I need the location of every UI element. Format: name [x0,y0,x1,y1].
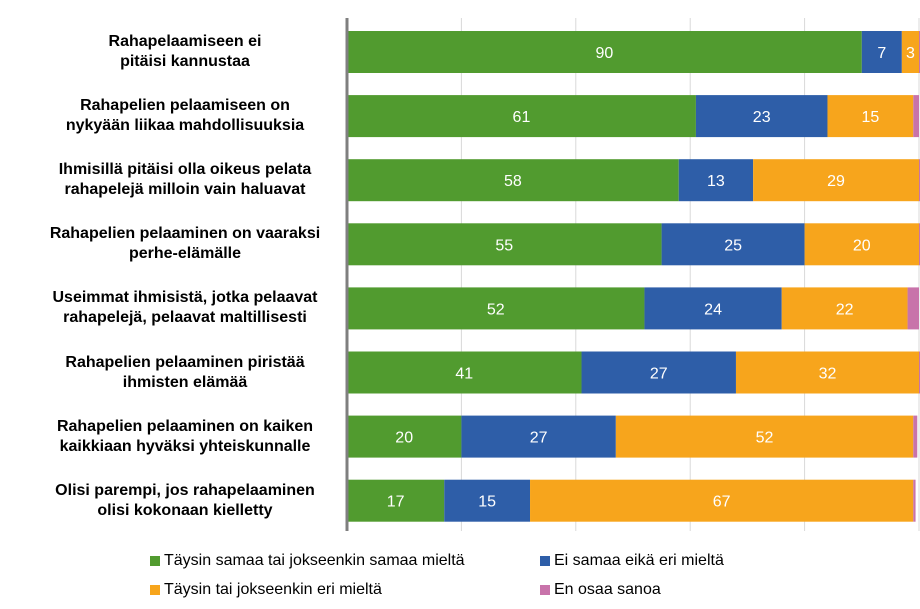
bar-segment-series-0 [347,479,445,522]
bar-segment-series-2 [615,415,914,458]
data-label: 67 [713,494,731,511]
bar-segment-series-2 [735,351,919,394]
category-label-line: Rahapelien pelaaminen on kaiken [56,417,314,435]
data-label: 55 [495,237,513,254]
category-label-line: Rahapelien pelaaminen on vaaraksi [49,225,321,243]
category-label: Useimmat ihmisistä, jotka pelaavat rahape… [20,288,350,328]
data-label: 7 [877,45,886,62]
data-label: 52 [487,301,505,318]
bar-segment-series-2 [530,479,914,522]
data-label: 22 [836,301,854,318]
bar-segment-series-2 [827,95,914,138]
category-label: Rahapelien pelaaminen piristää ihmisten e… [20,353,350,393]
category-label-line: Useimmat ihmisistä, jotka pelaavat [52,289,318,307]
category-label-line: perhe-elämälle [128,245,242,263]
bar-segment-series-0 [347,351,582,394]
data-label: 3 [906,45,915,62]
bar-segment-series-3 [913,95,919,138]
category-label: Rahapelien pelaaminen on vaaraksi perhe-e… [20,224,350,264]
bar-segment-series-0 [347,159,679,202]
category-label-line: Ihmisillä pitäisi olla oikeus pelata [58,161,312,179]
legend-label: En osaa sanoa [554,581,661,598]
category-label: Rahapelien pelaaminen on kaiken kaikkiaan… [20,417,350,457]
bar-segment-series-0 [347,223,662,266]
bar-segment-series-3 [907,287,919,330]
category-label-line: rahapelejä, pelaavat maltillisesti [63,309,307,327]
data-label: 25 [724,237,742,254]
data-label: 20 [853,237,871,254]
legend-item-2: Täysin tai jokseenkin eri mieltä [150,581,382,599]
legend-swatch [150,585,160,595]
data-label: 29 [827,173,845,190]
legend-label: Täysin tai jokseenkin eri mieltä [164,581,382,598]
data-label: 24 [704,301,722,318]
data-label: 17 [387,494,405,511]
bar-segment-series-3 [913,479,916,522]
data-label: 13 [707,173,725,190]
data-label: 58 [504,173,522,190]
bar-segment-series-1 [444,479,531,522]
data-label: 32 [819,366,837,383]
legend-swatch [540,585,550,595]
data-label: 90 [596,45,614,62]
data-label: 15 [478,494,496,511]
data-label: 27 [650,366,668,383]
category-label: Olisi parempi, jos rahapelaaminen olisi k… [20,481,350,521]
bar-segment-series-1 [644,287,782,330]
category-label-line: ihmisten elämää [122,373,248,391]
legend-item-3: En osaa sanoa [540,581,661,599]
legend-item-1: Ei samaa eikä eri mieltä [540,552,724,570]
data-label: 27 [530,430,548,447]
category-label-line: Rahapelien pelaaminen piristää [65,353,305,371]
bar-segment-series-0 [347,287,645,330]
bar-segment-series-1 [861,31,902,73]
bar-segment-series-3 [913,415,918,458]
bar-segment-series-2 [781,287,908,330]
bar-segment-series-1 [581,351,736,394]
bar-segment-series-0 [347,95,696,138]
category-label-line: Rahapelaamiseen ei [108,33,262,50]
legend-label: Ei samaa eikä eri mieltä [554,552,724,569]
data-label: 41 [455,366,473,383]
bar-segment-series-2 [804,223,919,266]
data-label: 61 [513,109,531,126]
category-label: Ihmisillä pitäisi olla oikeus pelata raha… [20,160,350,200]
bar-segment-series-1 [661,223,805,266]
data-label: 20 [395,430,413,447]
bar-segment-series-0 [347,415,462,458]
bar-segment-series-1 [678,159,754,202]
category-label-line: pitäisi kannustaa [120,53,250,70]
category-label-line: kaikkiaan hyväksi yhteiskunnalle [59,437,311,455]
bar-segment-series-1 [695,95,828,138]
data-label: 23 [753,109,771,126]
legend-item-0: Täysin samaa tai jokseenkin samaa mieltä [150,552,465,570]
category-label: Rahapelien pelaamiseen on nykyään liikaa … [20,96,350,136]
data-label: 52 [756,430,774,447]
category-label-line: Rahapelien pelaamiseen on [80,97,290,115]
bar-segment-series-2 [753,159,919,202]
bar-segment-series-1 [461,415,616,458]
data-label: 15 [861,109,879,126]
category-label: Rahapelaamiseen ei pitäisi kannustaa [20,32,350,72]
legend-swatch [540,556,550,566]
legend-swatch [150,556,160,566]
category-label-line: nykyään liikaa mahdollisuuksia [65,117,305,135]
category-label-line: rahapelejä milloin vain haluavat [64,181,306,199]
category-label-line: olisi kokonaan kielletty [97,501,273,519]
bar-segment-series-2 [901,31,919,73]
legend-label: Täysin samaa tai jokseenkin samaa mieltä [164,552,465,569]
category-label-line: Olisi parempi, jos rahapelaaminen [55,481,315,499]
bar-segment-series-0 [347,31,862,73]
